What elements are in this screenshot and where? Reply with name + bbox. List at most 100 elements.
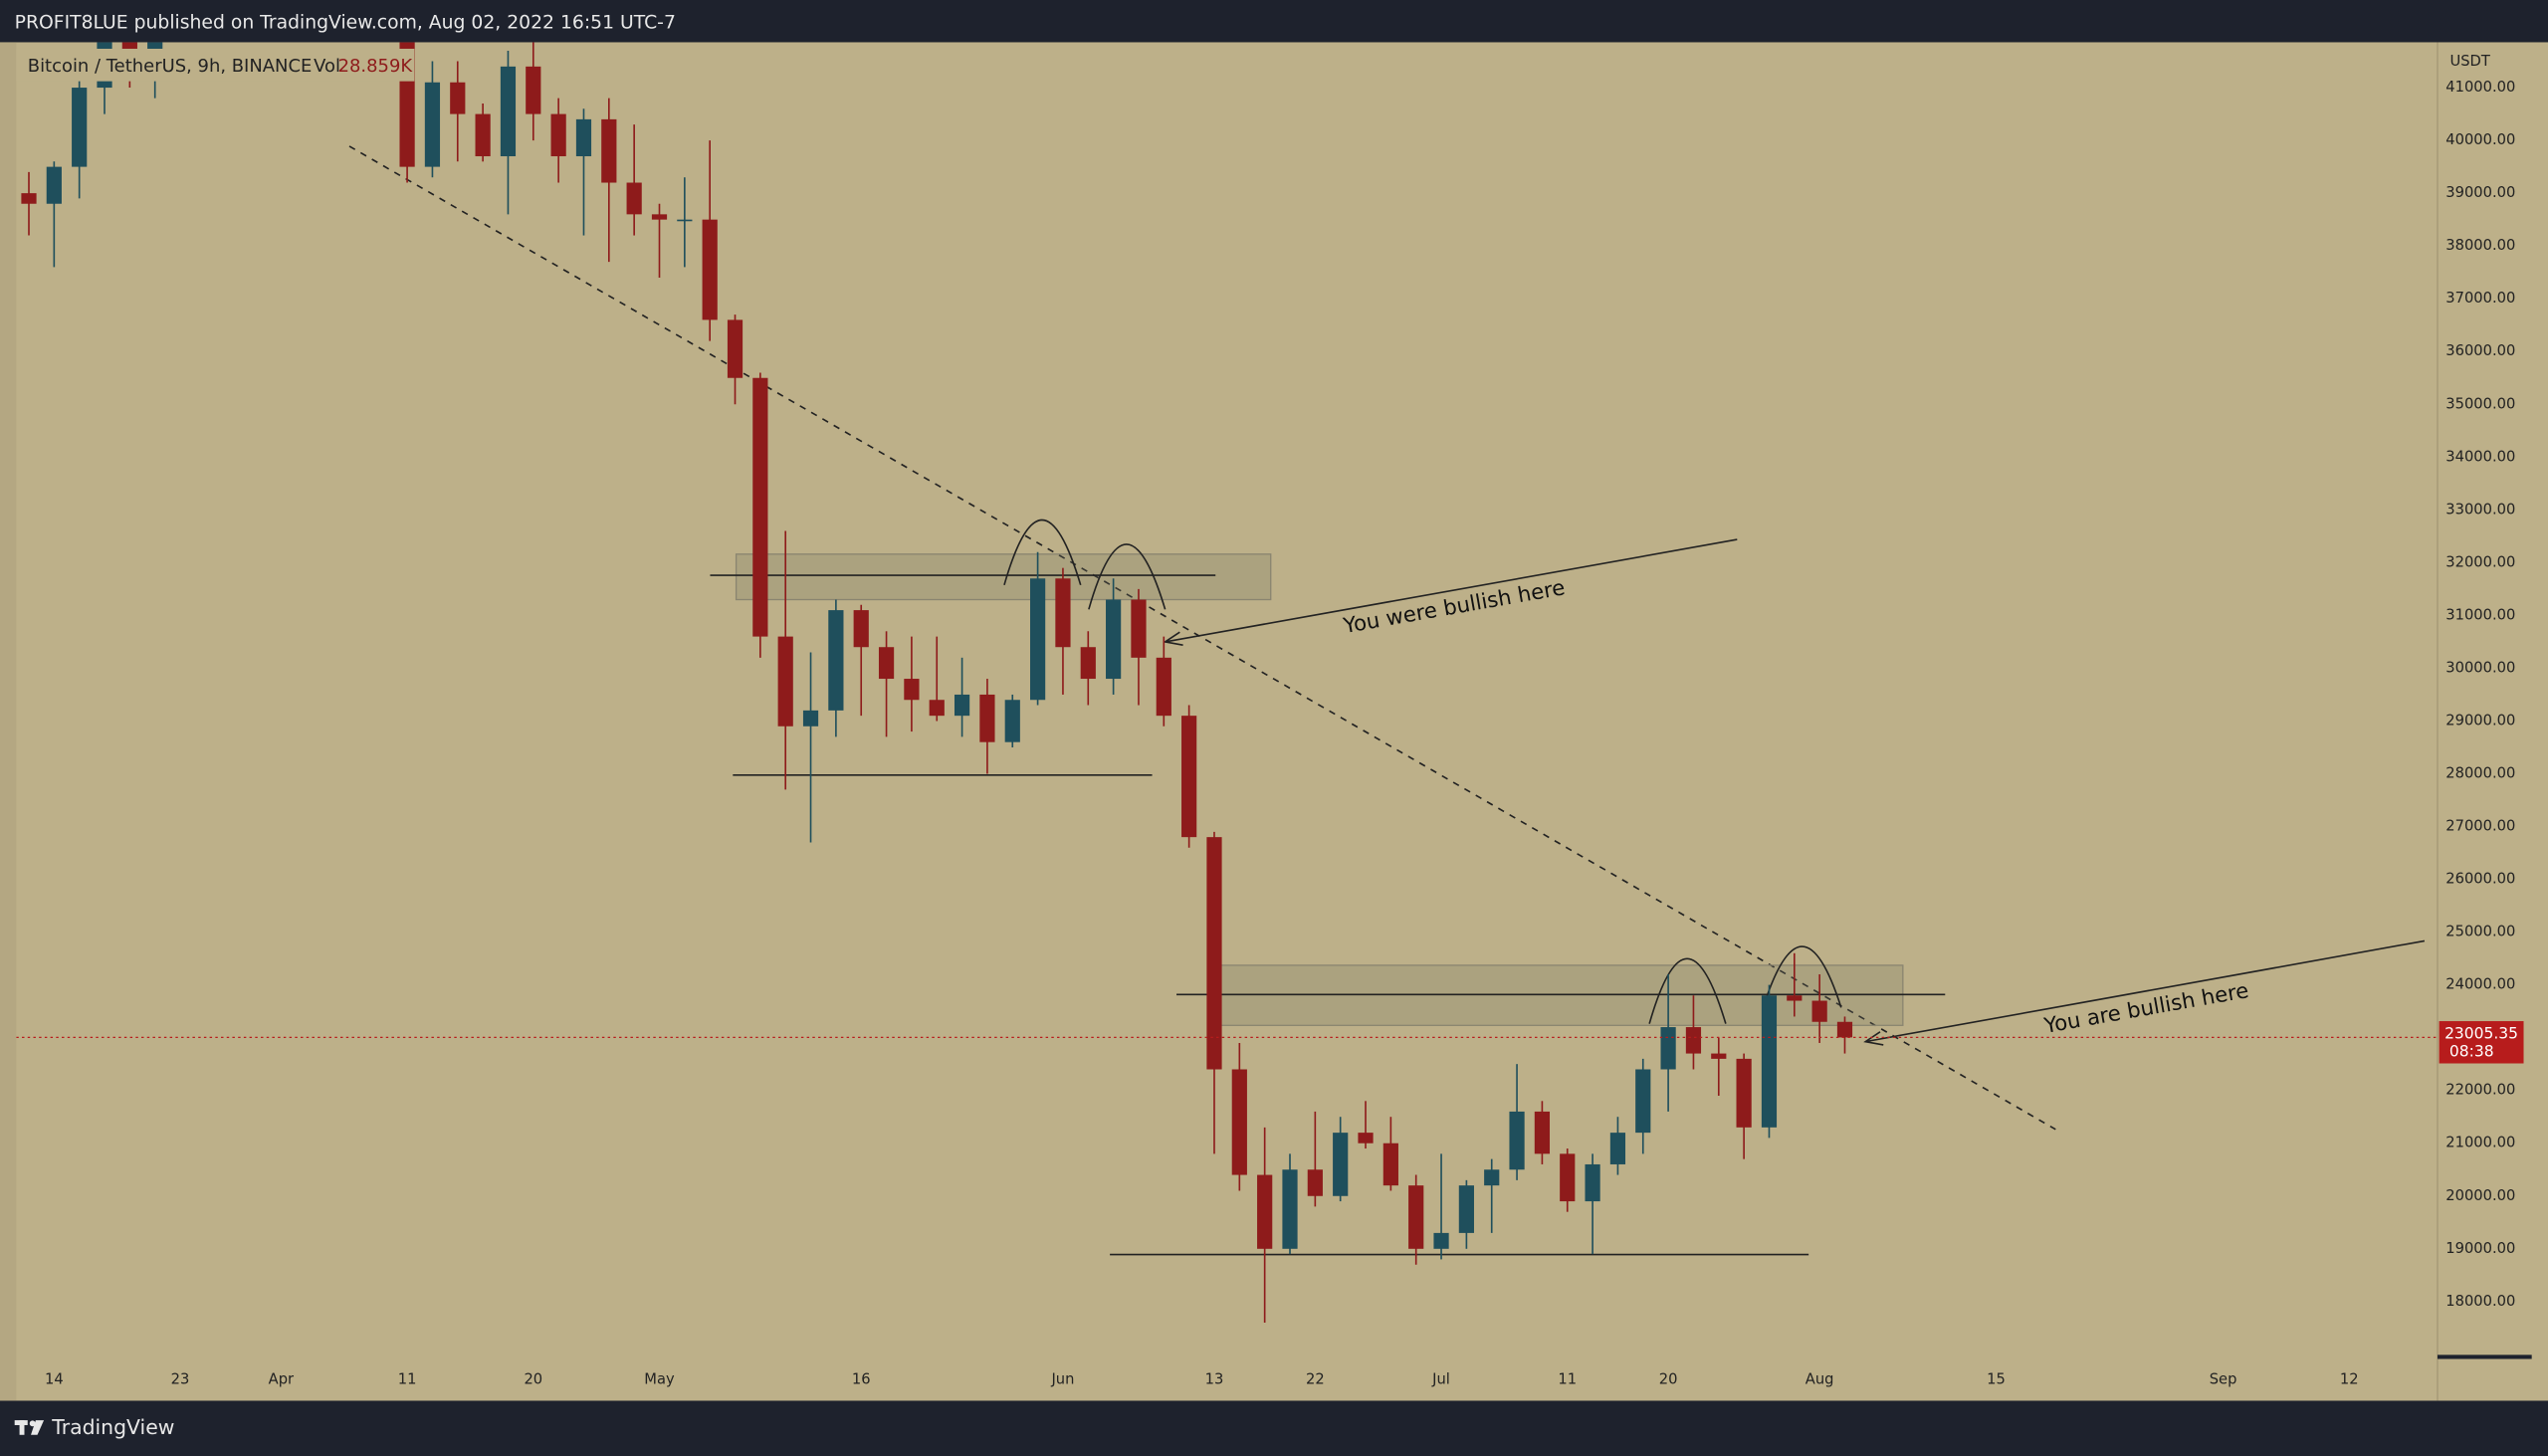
candle-body: [1660, 1027, 1676, 1070]
candle-body: [1408, 1185, 1424, 1249]
currency-label: USDT: [2449, 53, 2490, 70]
x-tick-label: 11: [1558, 1370, 1577, 1387]
candle-body: [1257, 1174, 1273, 1249]
candle-body: [1761, 995, 1778, 1128]
candle-body: [550, 113, 566, 157]
candle-body: [651, 214, 668, 220]
y-tick-label: 38000.00: [2445, 237, 2515, 254]
x-tick-label: 14: [45, 1370, 64, 1387]
y-tick-label: 41000.00: [2445, 79, 2515, 96]
x-tick-label: 20: [1659, 1370, 1678, 1387]
candle-body: [1106, 599, 1122, 680]
symbol-legend: Bitcoin / TetherUS, 9h, BINANCE: [28, 56, 313, 77]
candle-body: [1231, 1069, 1247, 1175]
y-tick-label: 39000.00: [2445, 184, 2515, 201]
candle-body: [1609, 1133, 1626, 1164]
candle-body: [1282, 1169, 1298, 1249]
y-tick-label: 20000.00: [2445, 1187, 2515, 1204]
candle-body: [702, 219, 718, 320]
candle-body: [727, 319, 743, 378]
candle-body: [1534, 1111, 1551, 1154]
candle-body: [1458, 1185, 1474, 1233]
candle-body: [1736, 1058, 1752, 1128]
footer-bar: [0, 1400, 2548, 1456]
candle-body: [1131, 599, 1147, 658]
y-tick-label: 36000.00: [2445, 342, 2515, 359]
last-price-label: 23005.35: [2444, 1025, 2518, 1043]
candle-body: [1307, 1169, 1323, 1196]
y-tick-label: 40000.00: [2445, 131, 2515, 148]
legend-background: [16, 48, 415, 82]
candle-body: [954, 694, 970, 717]
x-tick-label: Apr: [269, 1370, 295, 1387]
candle-body: [1156, 657, 1171, 717]
y-tick-label: 35000.00: [2445, 395, 2515, 412]
candle-body: [1811, 1000, 1827, 1022]
x-tick-label: 16: [852, 1370, 871, 1387]
candle-body: [601, 118, 617, 183]
candle-body: [46, 166, 62, 204]
resistance-zone: [735, 553, 1272, 601]
y-tick-label: 31000.00: [2445, 606, 2515, 623]
x-tick-label: Jul: [1431, 1370, 1450, 1387]
candle-body: [904, 679, 920, 701]
y-tick-label: 21000.00: [2445, 1135, 2515, 1151]
y-tick-label: 27000.00: [2445, 818, 2515, 835]
y-tick-label: 37000.00: [2445, 290, 2515, 307]
x-tick-label: Sep: [2210, 1370, 2237, 1387]
y-tick-label: 18000.00: [2445, 1293, 2515, 1310]
top-arc: [1003, 519, 1082, 586]
x-tick-label: 11: [398, 1370, 417, 1387]
y-tick-label: 22000.00: [2445, 1082, 2515, 1099]
arrow-line: [1865, 939, 2426, 1043]
candle-body: [1711, 1053, 1727, 1059]
arrow-line: [1165, 538, 1738, 643]
candle-body: [1635, 1069, 1651, 1134]
y-tick-label: 32000.00: [2445, 553, 2515, 570]
candle-body: [21, 193, 37, 204]
candle-body: [1055, 578, 1071, 648]
volume-value: 28.859K: [338, 56, 414, 77]
candle-body: [878, 647, 895, 680]
candle-body: [1560, 1153, 1576, 1202]
top-arc: [1762, 945, 1842, 1008]
x-tick-label: 20: [524, 1370, 542, 1387]
y-tick-label: 34000.00: [2445, 448, 2515, 465]
brand: TradingView: [51, 1415, 174, 1439]
y-tick-label: 25000.00: [2445, 924, 2515, 940]
last-price-box: [2439, 1021, 2524, 1064]
candle-body: [475, 113, 491, 157]
candle-body: [72, 88, 88, 167]
candle-body: [1382, 1143, 1398, 1186]
candle-body: [1685, 1027, 1702, 1054]
candle-body: [1030, 578, 1046, 701]
chart-background: [0, 42, 2548, 1401]
candle-body: [1004, 700, 1020, 742]
candle-body: [979, 694, 995, 742]
candle-body: [1080, 647, 1096, 680]
y-tick-label: 29000.00: [2445, 712, 2515, 728]
y-tick-label: 30000.00: [2445, 659, 2515, 676]
candle-body: [1787, 995, 1803, 1001]
candle-body: [752, 377, 768, 637]
candle-body: [1358, 1133, 1374, 1144]
candle-body: [1836, 1021, 1853, 1038]
candle-body: [500, 66, 517, 157]
plot-area: You were bullish here You are bullish he…: [16, 42, 2438, 1324]
candle-body: [1585, 1163, 1600, 1202]
x-tick-label: Jun: [1050, 1370, 1074, 1387]
brand-logo: [14, 1420, 45, 1435]
candle-body: [424, 82, 441, 167]
y-tick-label: 33000.00: [2445, 501, 2515, 518]
candle-body: [1484, 1169, 1500, 1186]
candle-body: [853, 610, 869, 648]
candle-body: [526, 66, 541, 114]
x-tick-label: Aug: [1805, 1370, 1834, 1387]
candle-body: [1206, 837, 1222, 1070]
y-tick-label: 26000.00: [2445, 871, 2515, 888]
x-tick-label: 12: [2340, 1370, 2359, 1387]
x-tick-label: 15: [1987, 1370, 2006, 1387]
candle-body: [450, 82, 466, 114]
x-tick-label: 22: [1306, 1370, 1325, 1387]
countdown-label: 08:38: [2449, 1043, 2494, 1061]
